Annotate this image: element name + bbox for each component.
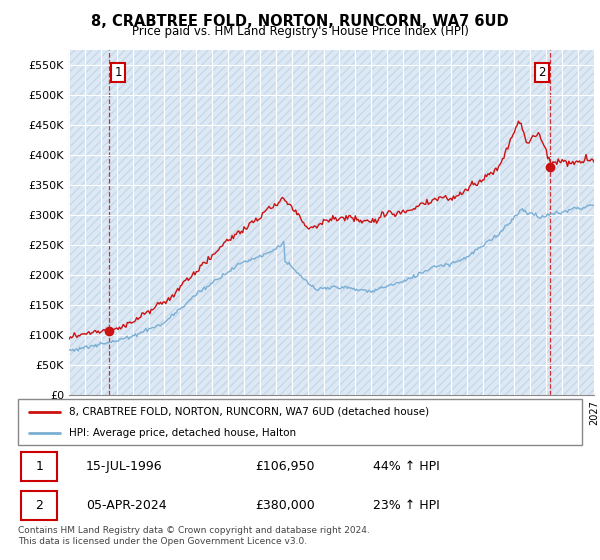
Text: 2: 2 <box>35 499 43 512</box>
Text: 1: 1 <box>35 460 43 473</box>
Text: 23% ↑ HPI: 23% ↑ HPI <box>373 499 440 512</box>
Text: 8, CRABTREE FOLD, NORTON, RUNCORN, WA7 6UD (detached house): 8, CRABTREE FOLD, NORTON, RUNCORN, WA7 6… <box>69 407 429 417</box>
Text: Contains HM Land Registry data © Crown copyright and database right 2024.
This d: Contains HM Land Registry data © Crown c… <box>18 526 370 546</box>
Text: 1: 1 <box>114 66 122 80</box>
Text: Price paid vs. HM Land Registry's House Price Index (HPI): Price paid vs. HM Land Registry's House … <box>131 25 469 38</box>
Text: £106,950: £106,950 <box>255 460 314 473</box>
Text: 2: 2 <box>538 66 545 80</box>
Text: £380,000: £380,000 <box>255 499 314 512</box>
Text: 15-JUL-1996: 15-JUL-1996 <box>86 460 163 473</box>
Bar <box>21 491 58 520</box>
Text: HPI: Average price, detached house, Halton: HPI: Average price, detached house, Halt… <box>69 428 296 438</box>
Text: 05-APR-2024: 05-APR-2024 <box>86 499 166 512</box>
Text: 44% ↑ HPI: 44% ↑ HPI <box>373 460 440 473</box>
Text: 8, CRABTREE FOLD, NORTON, RUNCORN, WA7 6UD: 8, CRABTREE FOLD, NORTON, RUNCORN, WA7 6… <box>91 14 509 29</box>
Bar <box>21 451 58 480</box>
